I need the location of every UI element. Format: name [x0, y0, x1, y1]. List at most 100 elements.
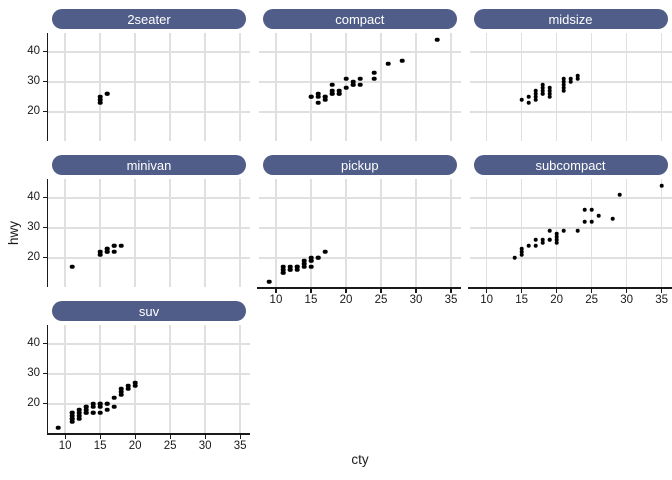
gridline — [48, 51, 250, 53]
y-tick-mark — [42, 111, 47, 113]
data-point — [533, 243, 538, 249]
gridline — [99, 179, 101, 287]
facet-panel-minivan — [48, 179, 250, 287]
data-point — [547, 91, 552, 97]
data-point — [315, 255, 321, 261]
data-point — [132, 383, 138, 389]
facet-strip-2seater: 2seater — [52, 9, 246, 29]
gridline — [258, 81, 461, 83]
y-tick-label: 20 — [27, 105, 40, 118]
data-point — [315, 91, 321, 97]
data-point — [589, 219, 594, 225]
data-point — [554, 240, 559, 246]
x-tick-mark — [450, 288, 452, 293]
gridline — [469, 257, 672, 259]
x-axis-line — [46, 433, 250, 435]
data-point — [533, 237, 538, 243]
gridline — [469, 111, 672, 113]
data-point — [315, 94, 321, 100]
gridline — [48, 111, 250, 113]
x-tick-mark — [415, 288, 417, 293]
data-point — [547, 94, 552, 100]
x-tick-mark — [591, 288, 593, 293]
data-point — [69, 419, 75, 425]
gridline — [450, 179, 452, 287]
x-tick-label: 35 — [444, 294, 458, 306]
data-point — [540, 237, 545, 243]
data-point — [322, 97, 328, 103]
data-point — [385, 61, 391, 67]
gridline — [99, 325, 101, 433]
x-tick-mark — [486, 288, 488, 293]
gridline — [415, 179, 417, 287]
gridline — [625, 179, 628, 287]
data-point — [533, 97, 538, 103]
gridline — [204, 325, 206, 433]
data-point — [118, 243, 124, 249]
data-point — [104, 249, 110, 255]
facet-panel-compact — [258, 33, 461, 141]
gridline — [590, 179, 593, 287]
data-point — [97, 252, 103, 258]
x-tick-mark — [99, 434, 101, 439]
x-tick-mark — [556, 288, 558, 293]
data-point — [287, 264, 293, 270]
facet-strip-subcompact: subcompact — [473, 155, 668, 175]
y-tick-label: 20 — [27, 251, 40, 264]
gridline — [239, 33, 241, 141]
y-axis-line — [46, 179, 48, 287]
data-point — [111, 404, 117, 410]
x-tick-label: 30 — [409, 294, 423, 306]
data-point — [561, 88, 566, 94]
data-point — [118, 386, 124, 392]
data-point — [533, 88, 538, 94]
gridline — [590, 33, 593, 141]
data-point — [519, 246, 524, 252]
y-tick-mark — [42, 81, 47, 83]
data-point — [533, 94, 538, 100]
facet-strip-compact: compact — [262, 9, 457, 29]
gridline — [258, 111, 461, 113]
gridline — [469, 197, 672, 199]
data-point — [69, 264, 75, 270]
x-tick-label: 10 — [480, 294, 494, 306]
x-tick-label: 15 — [93, 440, 107, 452]
data-point — [111, 243, 117, 249]
data-point — [76, 413, 82, 419]
gridline — [134, 325, 136, 433]
data-point — [104, 246, 110, 252]
data-point — [322, 94, 328, 100]
data-point — [83, 404, 89, 410]
data-point — [308, 94, 314, 100]
gridline — [204, 33, 206, 141]
gridline — [485, 33, 488, 141]
data-point — [582, 207, 587, 213]
data-point — [350, 82, 356, 88]
data-point — [76, 410, 82, 416]
data-point — [596, 213, 601, 219]
data-point — [280, 270, 286, 276]
x-tick-label: 20 — [550, 294, 564, 306]
data-point — [97, 100, 103, 106]
data-point — [589, 207, 594, 213]
gridline — [169, 179, 171, 287]
data-point — [69, 416, 75, 422]
data-point — [582, 219, 587, 225]
data-point — [540, 91, 545, 97]
data-point — [90, 404, 96, 410]
gridline — [520, 33, 523, 141]
gridline — [258, 227, 461, 229]
gridline — [275, 33, 277, 141]
y-axis-line — [46, 33, 48, 141]
data-point — [547, 228, 552, 234]
gridline — [48, 403, 250, 405]
gridline — [48, 343, 250, 345]
data-point — [55, 425, 61, 431]
gridline — [520, 179, 523, 287]
data-point — [104, 407, 110, 413]
data-point — [343, 76, 349, 82]
facet-panel-pickup — [258, 179, 461, 287]
data-point — [336, 88, 342, 94]
x-tick-label: 20 — [128, 440, 142, 452]
data-point — [561, 85, 566, 91]
